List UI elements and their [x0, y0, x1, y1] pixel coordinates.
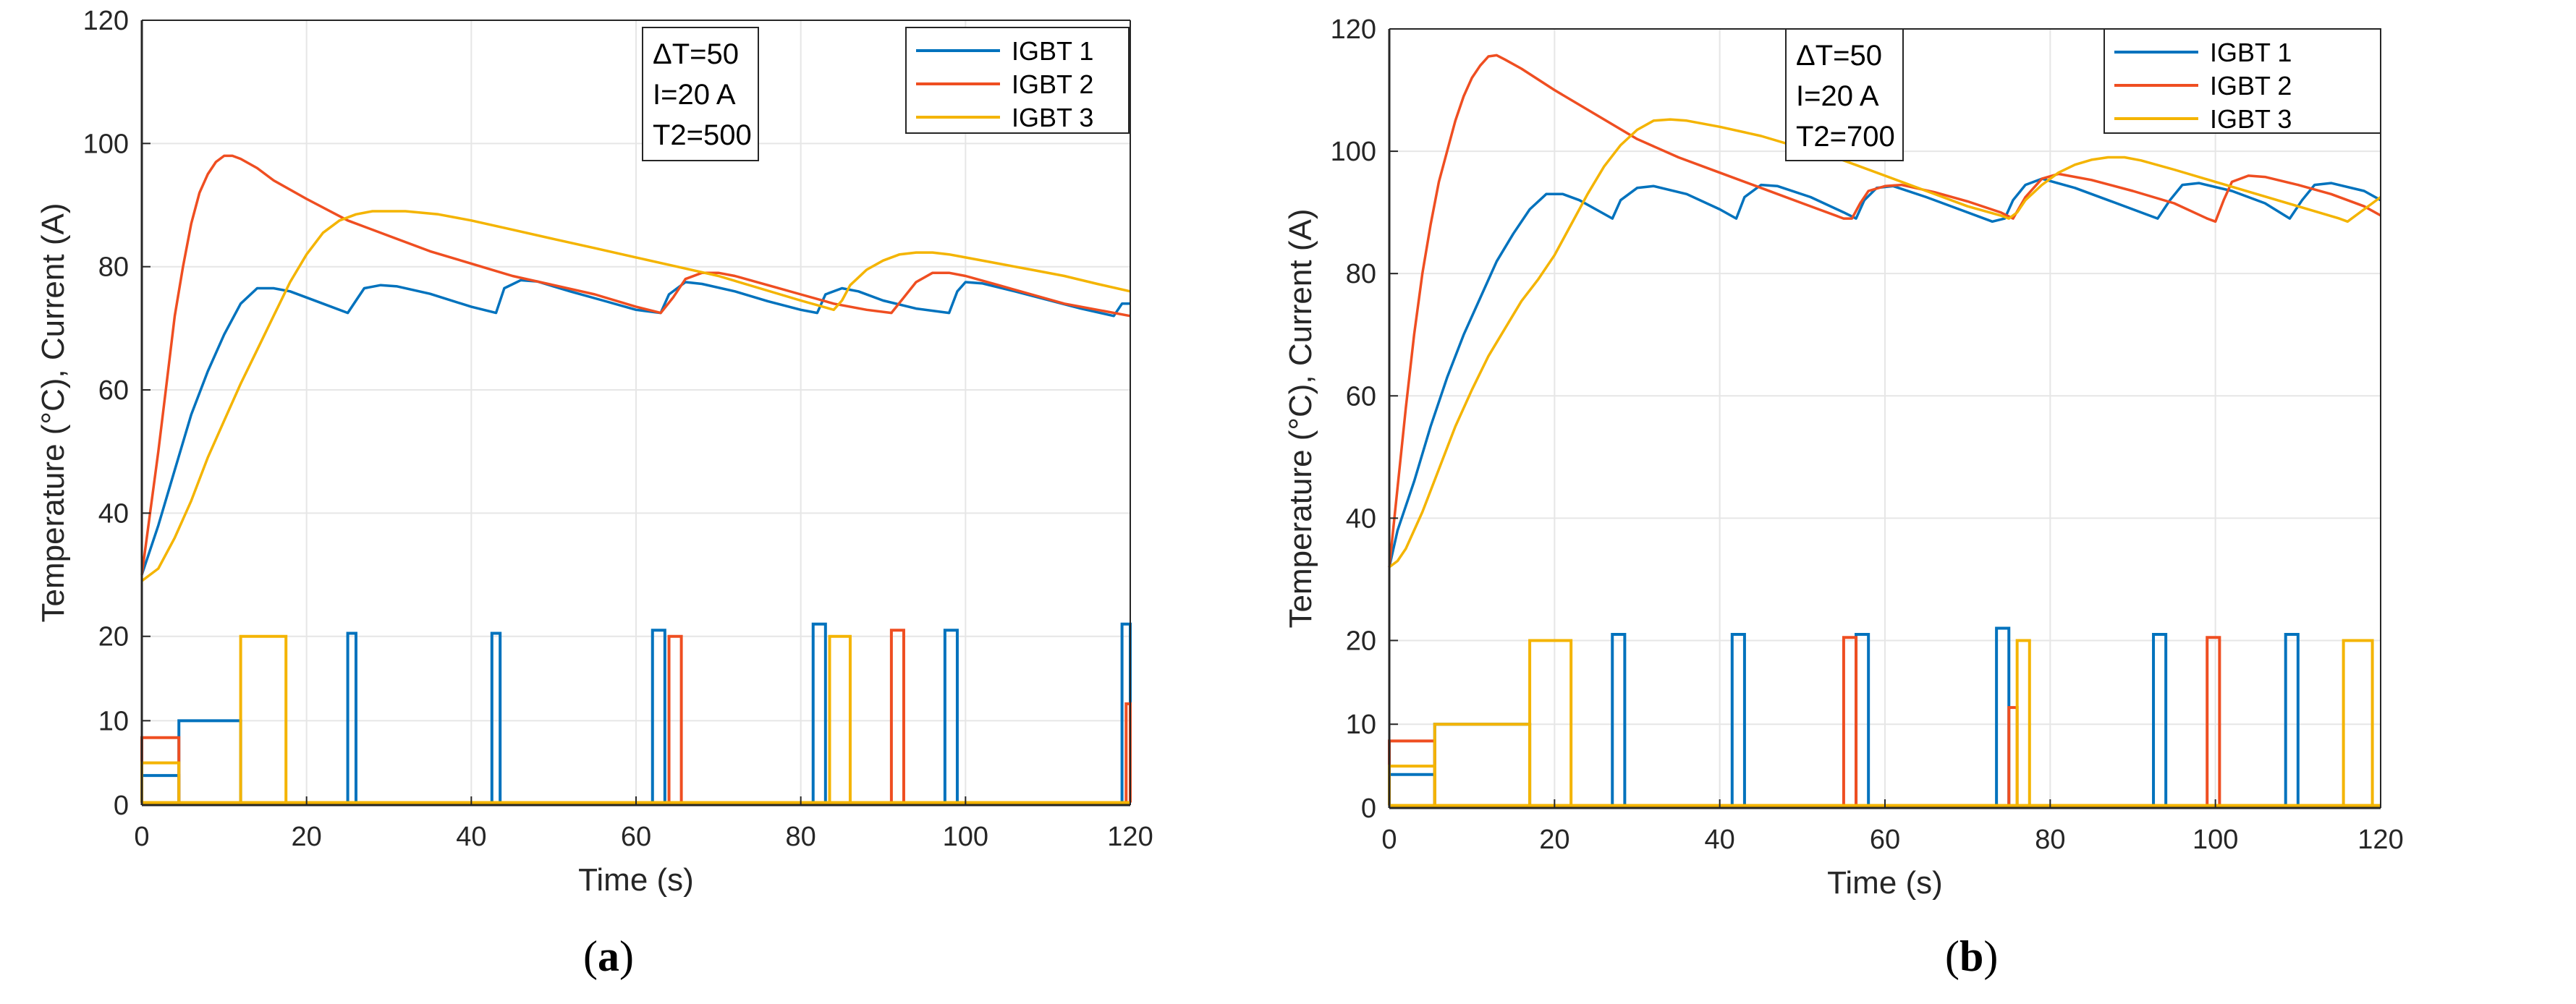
panel-label-a: (a): [583, 932, 634, 982]
current-pulse-a-0-2: [346, 631, 357, 803]
x-tick-label-a-5: 100: [943, 822, 988, 852]
y-tick-label-b-3: 40: [1346, 503, 1376, 534]
current-pulse-a-2-2: [828, 634, 852, 803]
series-line-a-1: [140, 154, 1131, 575]
x-tick-label-a-2: 40: [456, 822, 486, 852]
y-tick-label-b-4: 60: [1346, 381, 1376, 412]
current-pulse-b-0-2: [1611, 632, 1627, 806]
y-tick-label-b-5: 80: [1346, 259, 1376, 289]
panel-label-a-close: ): [619, 932, 634, 980]
panel-label-b-letter: b: [1959, 932, 1984, 980]
x-tick-label-b-6: 120: [2357, 825, 2403, 855]
current-pulse-a-0-5: [811, 622, 827, 803]
legend-label-b-1: IGBT 2: [2210, 71, 2292, 101]
panel-label-b-close: ): [1983, 932, 1999, 980]
legend-label-a-0: IGBT 1: [1012, 36, 1093, 66]
legend-label-a-1: IGBT 2: [1012, 69, 1093, 99]
annotation-line-a-1: I=20 A: [653, 79, 736, 111]
current-pulse-a-0-3: [490, 631, 502, 803]
current-pulse-b-2-3: [2015, 639, 2031, 806]
panel-label-b-open: (: [1945, 932, 1959, 980]
current-pulse-b-2-4: [2342, 639, 2374, 806]
current-pulse-b-0-7: [2284, 632, 2300, 806]
current-pulse-b-1-3: [2206, 636, 2221, 806]
y-tick-label-a-1: 10: [98, 706, 129, 736]
chart-b: 0 20 40 60 80 100 120 0 10 20 40 60 80 100 120 Time (s)…: [1288, 14, 2404, 901]
panel-label-a-letter: a: [597, 932, 619, 980]
x-tick-label-b-5: 100: [2192, 825, 2238, 855]
annotation-line-a-2: T2=500: [653, 119, 752, 151]
panel-label-a-open: (: [583, 932, 598, 980]
x-tick-label-b-4: 80: [2035, 825, 2065, 855]
y-tick-label-a-0: 0: [114, 791, 129, 821]
x-tick-label-a-1: 20: [292, 822, 322, 852]
panel-label-b: (b): [1945, 932, 1998, 982]
y-tick-label-a-5: 80: [98, 252, 129, 283]
current-pulse-a-0-4: [651, 629, 666, 803]
x-tick-label-b-3: 60: [1870, 825, 1900, 855]
figure-panel-b: 0 20 40 60 80 100 120 0 10 20 40 60 80 100 120 Time (s)…: [1288, 0, 2576, 1004]
annotation-box-a: [642, 27, 759, 161]
x-axis-label-b: Time (s): [1827, 865, 1943, 901]
y-tick-label-a-6: 100: [83, 129, 129, 159]
legend-label-b-2: IGBT 3: [2210, 104, 2292, 134]
series-line-a-2: [140, 210, 1131, 582]
legend-label-a-2: IGBT 3: [1012, 103, 1093, 132]
series-line-a-0: [140, 278, 1130, 576]
x-tick-label-a-3: 60: [621, 822, 651, 852]
figure-panel-a: 0 20 40 60 80 100 120 0 10 20 40 60 80 100 120 Time (s)…: [35, 6, 1153, 982]
current-pulse-a-1-1: [667, 634, 683, 803]
chart-a: 0 20 40 60 80 100 120 0 10 20 40 60 80 100 120 Time (s)…: [35, 6, 1153, 898]
y-tick-label-a-3: 40: [98, 498, 129, 529]
series-line-b-1: [1388, 54, 2381, 568]
annotation-line-a-0: ΔT=50: [653, 38, 739, 70]
y-tick-label-b-1: 10: [1346, 710, 1376, 740]
annotation-line-b-1: I=20 A: [1796, 80, 1879, 112]
current-pulse-a-1-2: [889, 629, 905, 803]
x-tick-label-b-1: 20: [1539, 825, 1569, 855]
current-pulse-b-0-6: [2152, 632, 2168, 806]
current-pulse-b-2-2: [1528, 639, 1573, 806]
y-tick-label-a-7: 120: [83, 6, 129, 36]
series-line-b-0: [1388, 177, 2381, 568]
y-axis-label-a: Temperature (°C), Current (A): [35, 203, 71, 623]
y-tick-label-b-6: 100: [1331, 137, 1376, 167]
y-tick-label-b-7: 120: [1331, 14, 1376, 45]
y-tick-label-a-2: 20: [98, 622, 129, 652]
current-pulse-a-0-6: [943, 629, 959, 803]
legend-box-b: [2103, 28, 2381, 134]
x-tick-label-a-6: 120: [1107, 822, 1153, 852]
y-tick-label-b-2: 20: [1346, 626, 1376, 656]
x-tick-label-b-2: 40: [1705, 825, 1735, 855]
annotation-box-b: [1785, 28, 1904, 161]
x-tick-label-b-0: 0: [1381, 825, 1397, 855]
x-axis-label-a: Time (s): [578, 862, 694, 898]
current-pulse-a-2-1: [239, 634, 288, 803]
legend-label-b-0: IGBT 1: [2210, 38, 2292, 67]
y-axis-label-b: Temperature (°C), Current (A): [1288, 209, 1318, 629]
annotation-line-b-0: ΔT=50: [1796, 40, 1882, 72]
y-tick-label-a-4: 60: [98, 375, 129, 406]
x-tick-label-a-4: 80: [786, 822, 816, 852]
current-pulse-b-0-3: [1730, 632, 1746, 806]
annotation-line-b-2: T2=700: [1796, 121, 1895, 153]
legend-box-a: [905, 27, 1130, 134]
x-tick-label-a-0: 0: [134, 822, 149, 852]
y-tick-label-b-0: 0: [1361, 794, 1376, 824]
current-pulse-b-1-1: [1842, 636, 1858, 806]
